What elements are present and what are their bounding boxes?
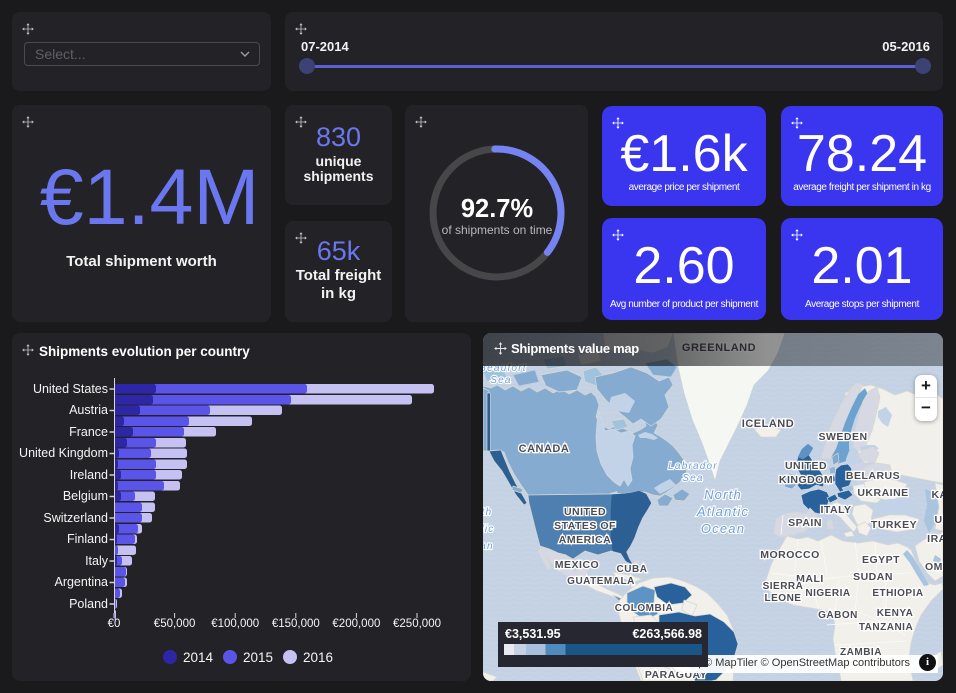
svg-text:of shipments on time: of shipments on time [442, 223, 553, 237]
svg-text:United Kingdom: United Kingdom [19, 446, 108, 460]
svg-text:France: France [69, 425, 108, 439]
svg-text:MOROCCO: MOROCCO [760, 549, 820, 561]
svg-text:TURKEY: TURKEY [871, 519, 917, 531]
svg-text:an: an [483, 541, 494, 552]
svg-text:SWEDEN: SWEDEN [818, 431, 867, 443]
svg-text:Italy: Italy [85, 554, 109, 568]
svg-text:Austria: Austria [69, 403, 108, 417]
svg-text:ific: ific [483, 524, 495, 535]
svg-text:€250,000: €250,000 [393, 618, 441, 630]
svg-text:Poland: Poland [69, 597, 108, 611]
svg-text:OMAN: OMAN [925, 561, 943, 573]
svg-text:UNITED: UNITED [564, 506, 606, 518]
svg-text:€50,000: €50,000 [154, 618, 196, 630]
svg-text:CANADA: CANADA [519, 443, 570, 455]
svg-text:AMERICA: AMERICA [559, 534, 612, 546]
svg-text:KINGDOM: KINGDOM [779, 474, 833, 486]
svg-text:2015: 2015 [243, 650, 273, 665]
svg-text:UNITED: UNITED [785, 460, 827, 472]
svg-text:ICELAND: ICELAND [742, 418, 794, 430]
svg-text:North: North [704, 487, 742, 502]
svg-text:2016: 2016 [303, 650, 333, 665]
svg-text:CUBA: CUBA [617, 564, 648, 575]
svg-text:COLOMBIA: COLOMBIA [615, 603, 673, 614]
svg-text:th: th [483, 507, 492, 518]
svg-text:SUDAN: SUDAN [853, 571, 893, 583]
svg-text:ITALY: ITALY [820, 504, 851, 516]
svg-text:KENYA: KENYA [877, 608, 914, 619]
svg-text:NIGERIA: NIGERIA [805, 588, 850, 599]
svg-text:SPAIN: SPAIN [788, 517, 822, 529]
svg-text:GUATEMALA: GUATEMALA [567, 576, 635, 587]
svg-text:MEXICO: MEXICO [555, 559, 599, 571]
svg-text:UKRAINE: UKRAINE [857, 487, 908, 499]
svg-text:Atlantic: Atlantic [696, 504, 749, 519]
svg-text:ETHIOPIA: ETHIOPIA [872, 588, 923, 599]
svg-text:KAZ: KAZ [931, 489, 943, 501]
svg-text:€150,000: €150,000 [272, 618, 320, 630]
svg-text:€200,000: €200,000 [332, 618, 380, 630]
svg-text:€0: €0 [108, 618, 121, 630]
svg-text:MALI: MALI [796, 573, 824, 585]
svg-text:€100,000: €100,000 [211, 618, 259, 630]
svg-text:Switzerland: Switzerland [43, 511, 108, 525]
svg-text:TANZANIA: TANZANIA [859, 622, 913, 633]
svg-text:Sea: Sea [682, 473, 703, 484]
svg-text:UZB: UZB [934, 514, 943, 526]
svg-text:Ocean: Ocean [701, 521, 745, 536]
svg-text:Finland: Finland [67, 532, 108, 546]
svg-text:Labrador: Labrador [668, 461, 718, 472]
svg-text:SIERRA: SIERRA [763, 581, 804, 592]
svg-text:BELARUS: BELARUS [846, 470, 900, 482]
svg-text:Ireland: Ireland [70, 468, 108, 482]
svg-text:IRAN: IRAN [927, 533, 943, 545]
svg-text:Argentina: Argentina [54, 575, 108, 589]
svg-text:LEONE: LEONE [765, 593, 802, 604]
svg-text:2014: 2014 [183, 650, 214, 665]
svg-text:EGYPT: EGYPT [862, 554, 900, 566]
svg-text:92.7%: 92.7% [461, 195, 533, 223]
svg-text:Belgium: Belgium [63, 489, 108, 503]
svg-text:GABON: GABON [818, 610, 858, 621]
svg-text:United States: United States [33, 382, 108, 396]
svg-text:STATES OF: STATES OF [554, 520, 616, 532]
svg-text:Sea: Sea [490, 375, 511, 386]
